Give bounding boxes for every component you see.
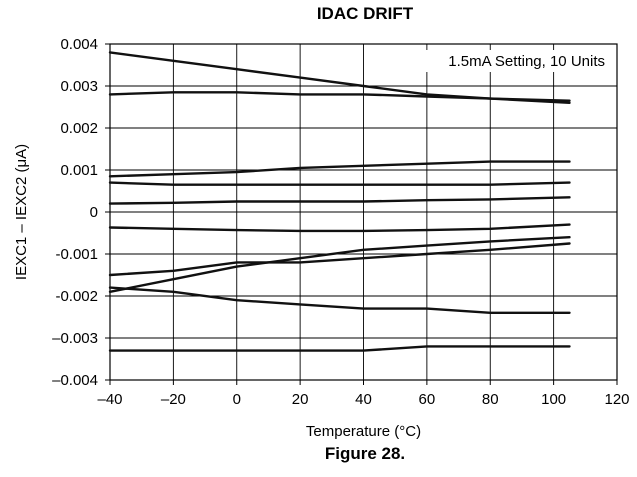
x-tick-label: 80 <box>482 391 499 408</box>
x-tick-label: –20 <box>161 391 186 408</box>
y-tick-label: 0 <box>90 204 98 221</box>
x-tick-label: 40 <box>355 391 372 408</box>
series-line-10 <box>108 345 571 352</box>
y-tick-label: 0.003 <box>60 78 98 95</box>
y-tick-label: -0.001 <box>55 246 98 263</box>
annotation-background <box>395 50 609 72</box>
x-tick-label: 20 <box>292 391 309 408</box>
y-tick-label: 0.001 <box>60 162 98 179</box>
y-axis-label: IEXC1 – IEXC2 (μA) <box>13 144 30 280</box>
series-line-9 <box>108 286 571 314</box>
chart-title: IDAC DRIFT <box>316 4 414 23</box>
x-tick-label: 60 <box>419 391 436 408</box>
series-line-6 <box>108 223 571 233</box>
series-line-8 <box>108 242 571 277</box>
x-tick-label: 0 <box>233 391 241 408</box>
x-tick-label: 120 <box>604 391 629 408</box>
x-axis-label: Temperature (°C) <box>306 423 421 440</box>
series-line-5 <box>108 196 571 205</box>
x-tick-label: –40 <box>97 391 122 408</box>
series-line-2 <box>108 91 571 102</box>
y-tick-label: -0.002 <box>55 288 98 305</box>
series-line-7 <box>108 235 571 293</box>
y-tick-label: 0.004 <box>60 36 98 53</box>
series-line-3 <box>108 160 571 178</box>
y-tick-label: –0.004 <box>52 372 98 389</box>
y-tick-label: –0.003 <box>52 330 98 347</box>
annotation-text: 1.5mA Setting, 10 Units <box>448 53 605 70</box>
figure-caption: Figure 28. <box>324 444 406 463</box>
series-line-4 <box>108 181 571 186</box>
x-tick-label: 100 <box>541 391 566 408</box>
y-tick-label: 0.002 <box>60 120 98 137</box>
